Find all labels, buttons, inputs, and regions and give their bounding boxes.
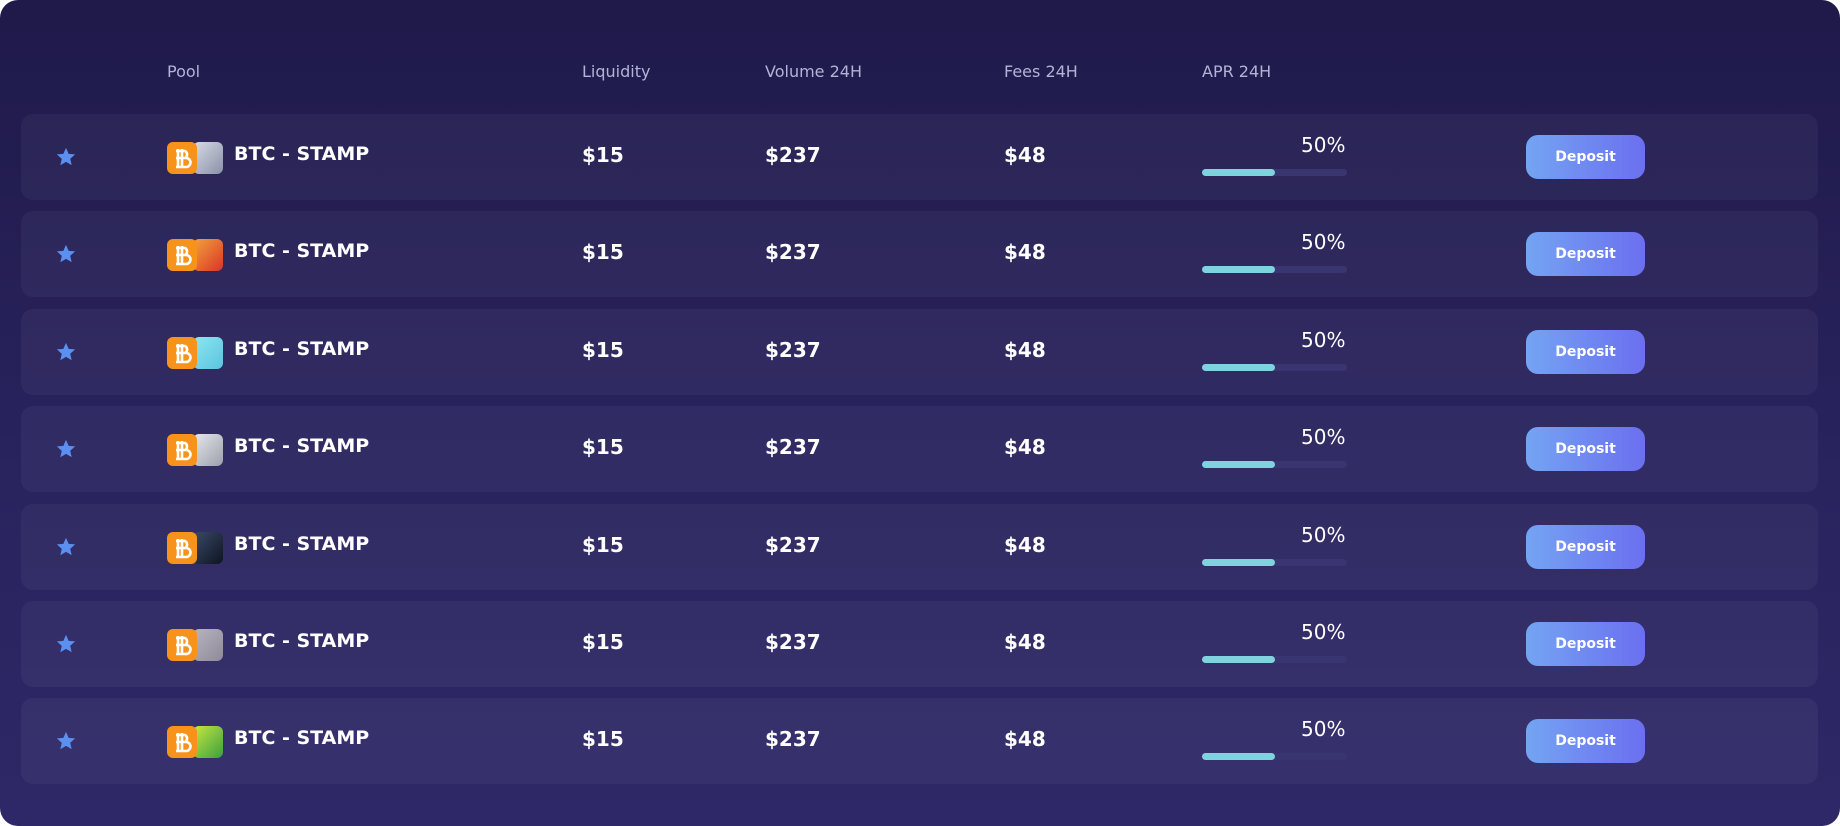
apr-label: 50% (1301, 425, 1346, 450)
volume-value: $237 (765, 240, 821, 265)
liquidity-value: $15 (582, 727, 624, 752)
table-row: BTC - STAMP $15 $237 $48 50% Deposit (21, 601, 1818, 687)
fees-value: $48 (1004, 240, 1046, 265)
token-pair-icon (167, 434, 223, 467)
liquidity-value: $15 (582, 240, 624, 265)
table-row: BTC - STAMP $15 $237 $48 50% Deposit (21, 114, 1818, 200)
favorite-star[interactable] (55, 633, 77, 655)
deposit-button[interactable]: Deposit (1526, 719, 1645, 764)
apr-bar (1202, 266, 1275, 274)
table-row: BTC - STAMP $15 $237 $48 50% Deposit (21, 503, 1818, 590)
star-icon (56, 732, 76, 750)
pool-name: BTC - STAMP (234, 727, 370, 750)
apr-bar (1202, 656, 1275, 663)
favorite-star[interactable] (55, 146, 77, 168)
fees-value: $48 (1004, 337, 1046, 362)
apr-bar (1202, 169, 1275, 176)
token-pair-icon (167, 629, 223, 661)
volume-value: $237 (765, 727, 821, 752)
star-icon (56, 147, 76, 166)
deposit-button[interactable]: Deposit (1526, 427, 1645, 472)
apr-label: 50% (1301, 230, 1346, 255)
liquidity-value: $15 (582, 435, 624, 460)
fees-value: $48 (1004, 143, 1046, 167)
column-header: Liquidity (582, 62, 651, 81)
table-row: BTC - STAMP $15 $237 $48 50% Deposit (21, 406, 1818, 493)
token-pair-icon (167, 531, 223, 564)
deposit-button[interactable]: Deposit (1526, 135, 1645, 179)
pool-name: BTC - STAMP (234, 630, 370, 652)
fees-value: $48 (1004, 435, 1046, 460)
apr-track (1202, 558, 1347, 566)
volume-value: $237 (765, 337, 821, 362)
apr-label: 50% (1301, 133, 1346, 157)
pool-name: BTC - STAMP (234, 143, 370, 165)
star-icon (56, 245, 76, 263)
column-header: Volume 24H (765, 62, 862, 81)
favorite-star[interactable] (55, 341, 77, 363)
star-icon (56, 440, 76, 458)
liquidity-value: $15 (582, 143, 624, 167)
fees-value: $48 (1004, 630, 1046, 654)
liquidity-value: $15 (582, 532, 624, 557)
apr-bar (1202, 461, 1275, 469)
column-header: Fees 24H (1004, 62, 1078, 81)
apr-track (1202, 461, 1347, 469)
apr-bar (1202, 363, 1275, 371)
token-pair-icon (167, 336, 223, 369)
favorite-star[interactable] (55, 438, 77, 460)
star-icon (56, 634, 76, 653)
apr-track (1202, 753, 1347, 761)
token-pair-icon (167, 239, 223, 272)
table-row: BTC - STAMP $15 $237 $48 50% Deposit (21, 698, 1818, 785)
pool-name: BTC - STAMP (234, 240, 370, 263)
apr-track (1202, 363, 1347, 371)
volume-value: $237 (765, 532, 821, 557)
volume-value: $237 (765, 630, 821, 654)
table-row: BTC - STAMP $15 $237 $48 50% Deposit (21, 211, 1818, 298)
pool-icon (167, 531, 223, 564)
token-pair-icon (167, 142, 223, 174)
favorite-star[interactable] (55, 536, 77, 558)
deposit-button[interactable]: Deposit (1526, 622, 1645, 666)
token-pair-icon (167, 726, 223, 759)
pool-name: BTC - STAMP (234, 337, 370, 360)
fees-value: $48 (1004, 727, 1046, 752)
apr-label: 50% (1301, 717, 1346, 742)
pool-icon (167, 239, 223, 272)
star-icon (56, 537, 76, 555)
deposit-button[interactable]: Deposit (1526, 329, 1645, 374)
apr-label: 50% (1301, 327, 1346, 352)
pool-icon (167, 629, 223, 661)
deposit-button[interactable]: Deposit (1526, 232, 1645, 277)
deposit-button[interactable]: Deposit (1526, 524, 1645, 569)
volume-value: $237 (765, 435, 821, 460)
star-icon (56, 342, 76, 361)
pool-icon (167, 434, 223, 467)
apr-track (1202, 266, 1347, 274)
apr-track (1202, 169, 1347, 176)
favorite-star[interactable] (55, 243, 77, 265)
table-row: BTC - STAMP $15 $237 $48 50% Deposit (21, 308, 1818, 395)
apr-label: 50% (1301, 620, 1346, 644)
liquidity-value: $15 (582, 337, 624, 362)
favorite-star[interactable] (55, 730, 77, 752)
volume-value: $237 (765, 143, 821, 167)
apr-label: 50% (1301, 522, 1346, 547)
pool-icon (167, 726, 223, 759)
apr-bar (1202, 558, 1275, 566)
column-header: APR 24H (1202, 62, 1272, 81)
apr-track (1202, 656, 1347, 663)
column-header: Pool (167, 62, 201, 81)
pool-name: BTC - STAMP (234, 532, 370, 555)
apr-bar (1202, 753, 1275, 761)
liquidity-value: $15 (582, 630, 624, 654)
pool-icon (167, 142, 223, 174)
pool-name: BTC - STAMP (234, 435, 370, 458)
pool-icon (167, 336, 223, 369)
fees-value: $48 (1004, 532, 1046, 557)
